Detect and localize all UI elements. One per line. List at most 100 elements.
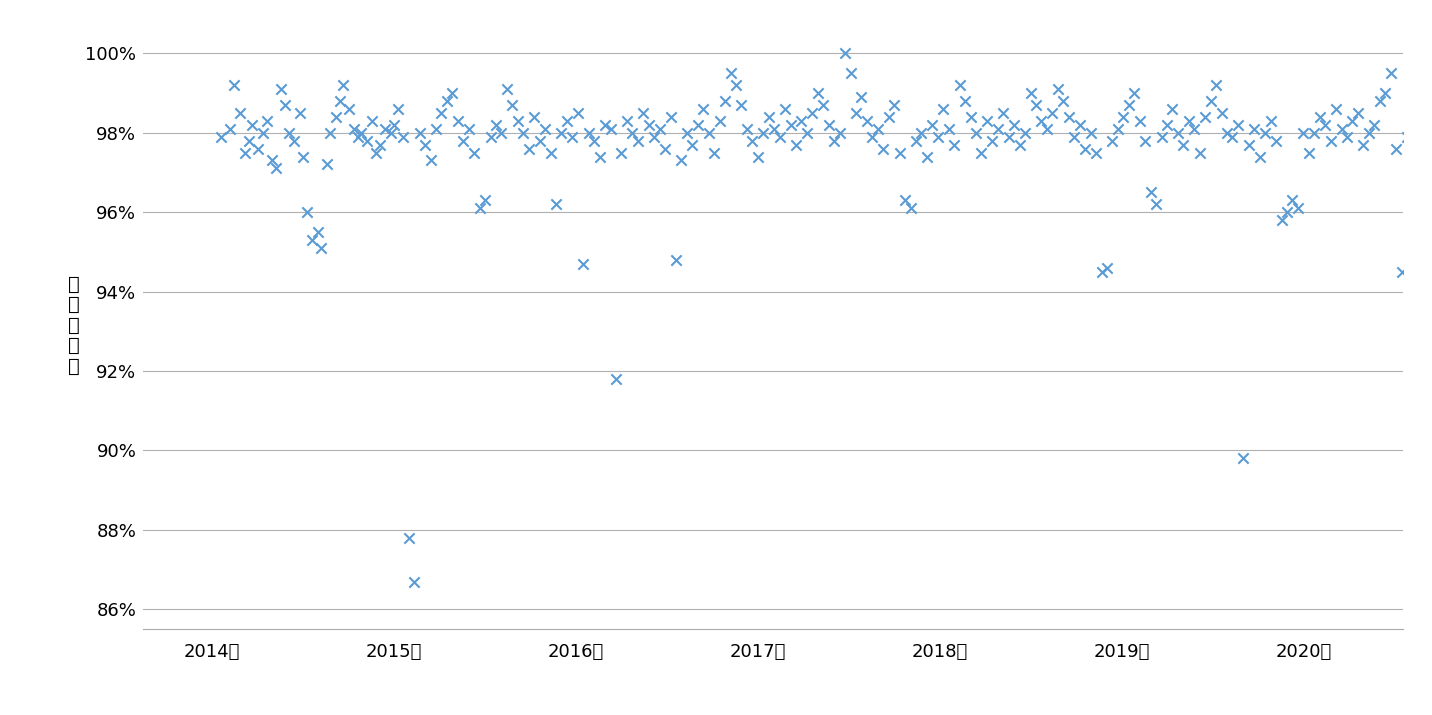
- Point: [274, 99, 296, 111]
- Point: [309, 242, 332, 254]
- Point: [1221, 131, 1244, 142]
- Point: [1292, 127, 1315, 139]
- Point: [1053, 95, 1075, 107]
- Point: [1368, 95, 1390, 107]
- Point: [763, 123, 786, 134]
- Point: [583, 135, 606, 147]
- Point: [241, 119, 263, 130]
- Point: [676, 127, 699, 139]
- Point: [680, 139, 703, 150]
- Point: [1264, 135, 1287, 147]
- Point: [909, 127, 932, 139]
- Point: [1107, 123, 1130, 134]
- Point: [328, 95, 351, 107]
- Point: [1396, 131, 1419, 142]
- Point: [959, 111, 982, 122]
- Point: [969, 147, 992, 158]
- Point: [719, 67, 742, 79]
- Point: [271, 83, 294, 94]
- Point: [686, 119, 709, 130]
- Point: [282, 135, 305, 147]
- Point: [1123, 87, 1146, 99]
- Point: [932, 103, 955, 114]
- Point: [1282, 194, 1305, 206]
- Point: [866, 123, 889, 134]
- Point: [544, 199, 567, 210]
- Point: [468, 202, 491, 214]
- Point: [670, 154, 693, 166]
- Point: [1253, 127, 1276, 139]
- Text: （
落
札
率
）: （ 落 札 率 ）: [67, 275, 80, 376]
- Point: [1014, 127, 1037, 139]
- Point: [292, 151, 315, 162]
- Point: [632, 107, 654, 119]
- Point: [1270, 214, 1293, 226]
- Point: [523, 111, 546, 122]
- Point: [325, 111, 348, 122]
- Point: [851, 92, 874, 103]
- Point: [1313, 119, 1336, 130]
- Point: [833, 47, 856, 59]
- Point: [1297, 147, 1320, 158]
- Point: [222, 79, 245, 91]
- Point: [1373, 87, 1396, 99]
- Point: [938, 123, 961, 134]
- Point: [1020, 87, 1042, 99]
- Point: [1428, 147, 1432, 158]
- Point: [1047, 83, 1070, 94]
- Point: [233, 147, 256, 158]
- Point: [361, 115, 384, 127]
- Point: [517, 143, 540, 154]
- Point: [528, 135, 551, 147]
- Point: [1330, 123, 1353, 134]
- Point: [653, 143, 676, 154]
- Point: [387, 103, 410, 114]
- Point: [347, 131, 369, 142]
- Point: [392, 131, 415, 142]
- Point: [965, 127, 988, 139]
- Point: [725, 79, 748, 91]
- Point: [692, 103, 715, 114]
- Point: [1276, 207, 1299, 218]
- Point: [621, 127, 644, 139]
- Point: [861, 131, 884, 142]
- Point: [1237, 139, 1260, 150]
- Point: [1210, 107, 1233, 119]
- Point: [1101, 135, 1124, 147]
- Point: [1138, 187, 1161, 198]
- Point: [878, 111, 901, 122]
- Point: [894, 194, 916, 206]
- Point: [566, 107, 589, 119]
- Point: [1216, 127, 1239, 139]
- Point: [349, 127, 372, 139]
- Point: [1340, 115, 1363, 127]
- Point: [252, 127, 275, 139]
- Point: [1358, 127, 1380, 139]
- Point: [981, 135, 1004, 147]
- Point: [882, 99, 905, 111]
- Point: [379, 127, 402, 139]
- Point: [1286, 202, 1309, 214]
- Point: [975, 115, 998, 127]
- Point: [942, 139, 965, 150]
- Point: [1390, 266, 1413, 277]
- Point: [736, 123, 759, 134]
- Point: [659, 111, 682, 122]
- Point: [713, 95, 736, 107]
- Point: [319, 127, 342, 139]
- Point: [1095, 262, 1118, 273]
- Point: [915, 151, 938, 162]
- Point: [1080, 127, 1103, 139]
- Point: [495, 83, 518, 94]
- Point: [1128, 115, 1151, 127]
- Point: [1144, 199, 1167, 210]
- Point: [457, 123, 480, 134]
- Point: [484, 119, 507, 130]
- Point: [1035, 123, 1058, 134]
- Point: [261, 154, 284, 166]
- Point: [697, 127, 720, 139]
- Point: [1352, 139, 1375, 150]
- Point: [306, 226, 329, 237]
- Point: [1156, 119, 1179, 130]
- Point: [1346, 107, 1369, 119]
